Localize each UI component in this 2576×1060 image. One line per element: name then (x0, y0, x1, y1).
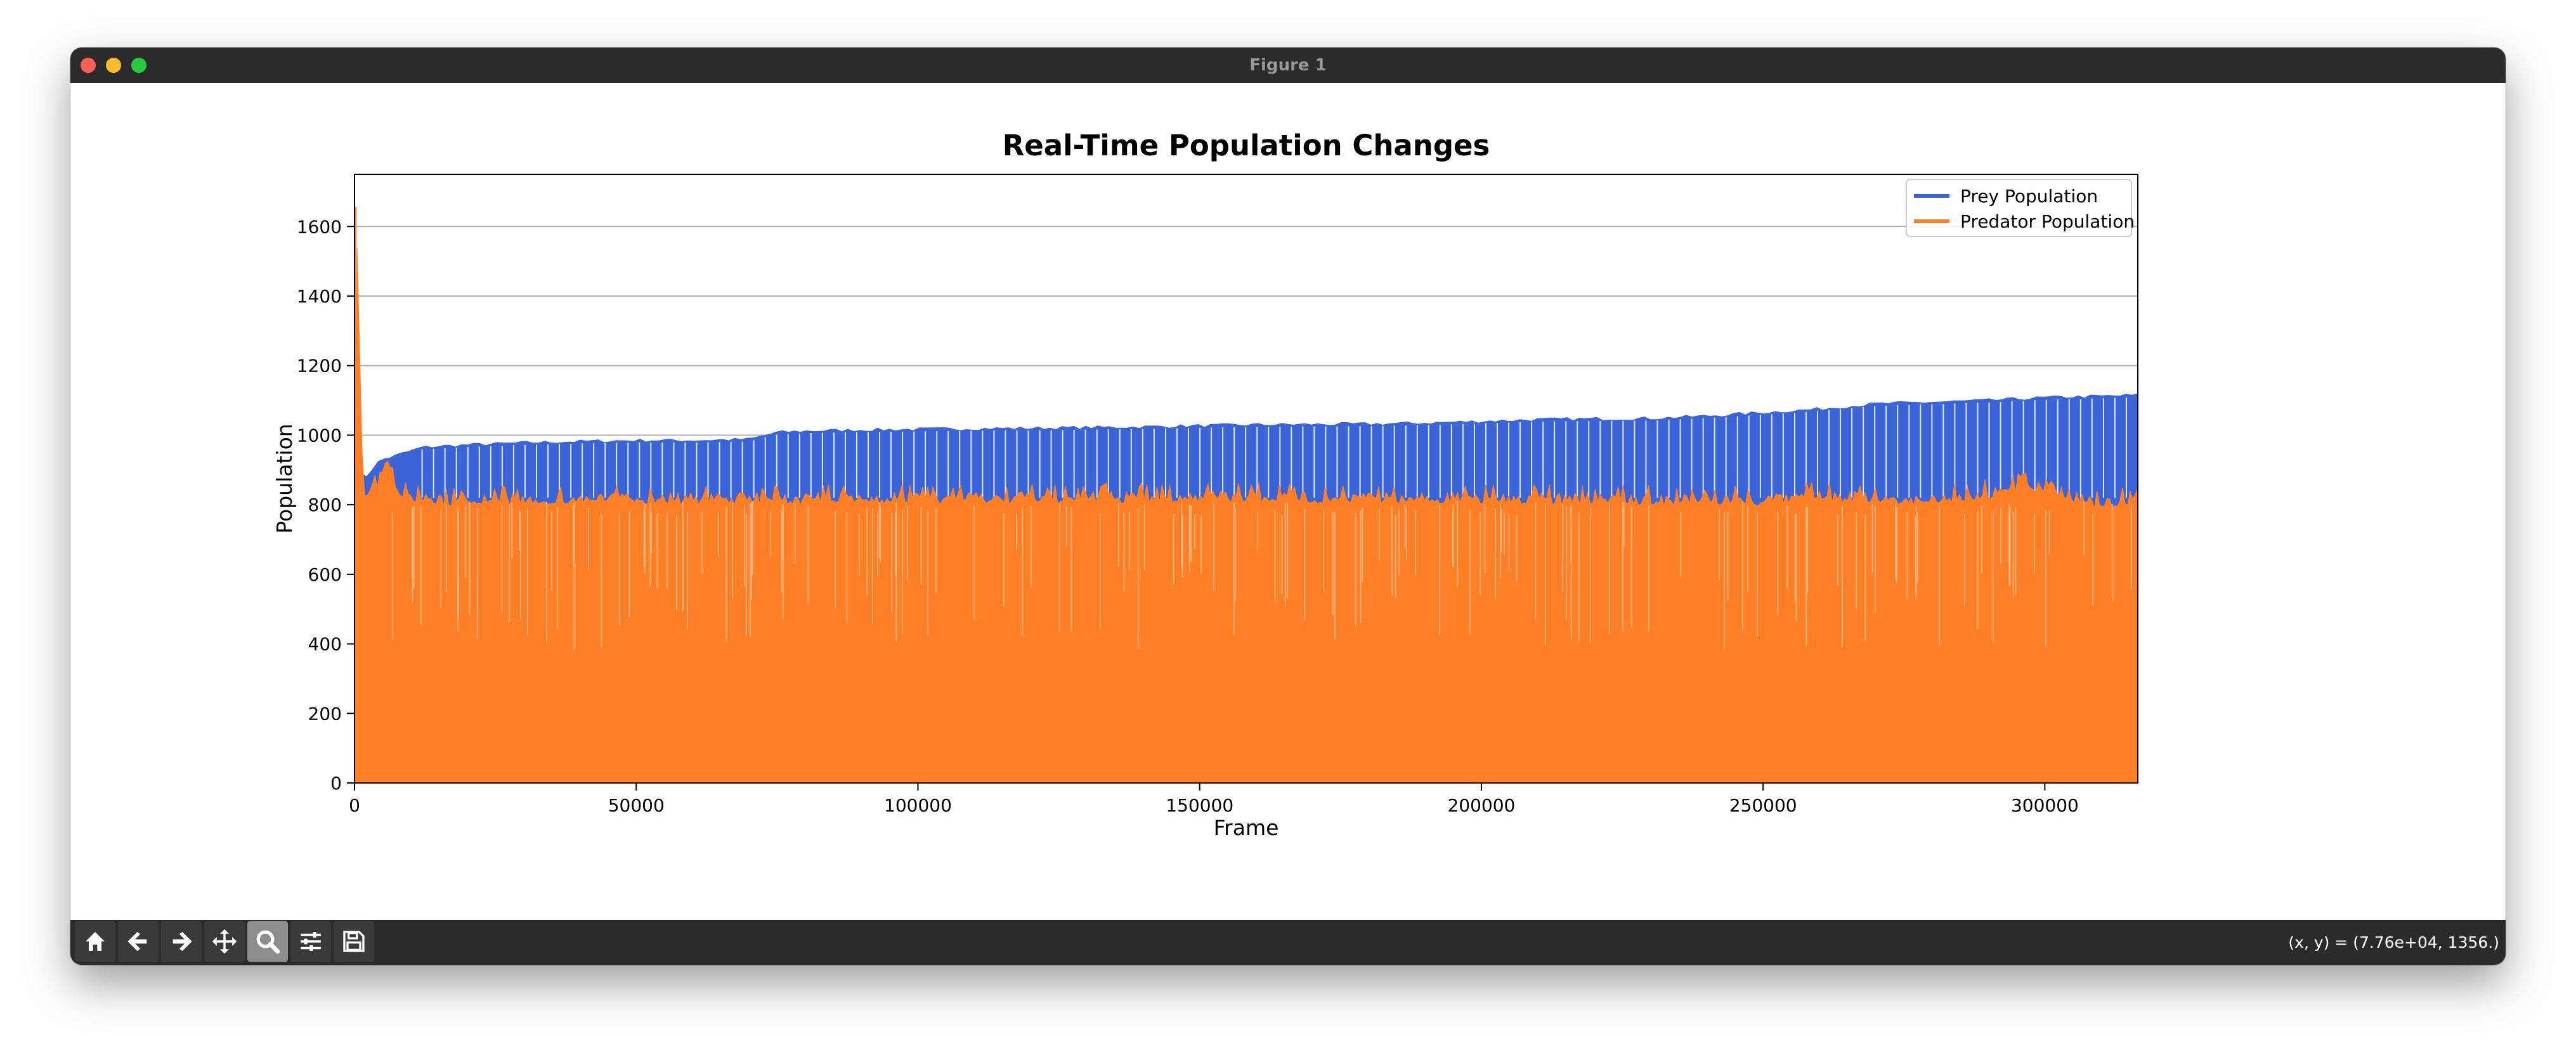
move-icon (212, 929, 237, 954)
y-axis-label: Population (272, 423, 297, 533)
y-tick-label: 1000 (297, 425, 342, 446)
y-tick-label: 1600 (297, 216, 342, 237)
magnifier-icon (256, 930, 280, 954)
series-areas (354, 207, 2138, 784)
arrow-right-icon (172, 932, 192, 951)
figure-window: Figure 1 0 50000 100000 150000 200000 250000 3… (70, 48, 2506, 965)
legend-label-prey: Prey Population (1960, 186, 2098, 207)
y-tick-label: 200 (308, 703, 342, 724)
x-tick-label: 300000 (2011, 795, 2079, 816)
figure-canvas[interactable]: 0 50000 100000 150000 200000 250000 300000 0 200… (70, 83, 2506, 920)
zoom-button[interactable] (247, 921, 288, 962)
x-tick-label: 100000 (884, 795, 952, 816)
sliders-icon (301, 932, 321, 951)
x-tick-label: 250000 (1729, 795, 1797, 816)
title-bar[interactable]: Figure 1 (70, 48, 2506, 84)
window-title: Figure 1 (1249, 56, 1327, 75)
y-tick-label: 800 (308, 494, 342, 515)
save-button[interactable] (334, 921, 374, 962)
x-tick-label: 50000 (608, 795, 665, 816)
back-button[interactable] (118, 921, 159, 962)
y-tick-label: 600 (308, 564, 342, 585)
y-tick-label: 400 (308, 634, 342, 655)
minimize-window-button[interactable] (106, 58, 121, 73)
home-button[interactable] (75, 921, 115, 962)
population-chart[interactable]: 0 50000 100000 150000 200000 250000 300000 0 200… (70, 83, 2506, 920)
legend[interactable]: Prey Population Predator Population (1906, 179, 2135, 237)
navigation-toolbar: (x, y) = (7.76e+04, 1356.) (70, 920, 2506, 965)
maximize-window-button[interactable] (131, 58, 146, 73)
plot-frame (354, 174, 2138, 784)
predator-series-area (354, 207, 2138, 784)
pan-button[interactable] (204, 921, 245, 962)
forward-button[interactable] (161, 921, 202, 962)
arrow-left-icon (127, 932, 147, 951)
chart-title: Real-Time Population Changes (1003, 129, 1490, 162)
y-tick-label: 0 (330, 773, 342, 794)
legend-label-predator: Predator Population (1960, 211, 2135, 232)
configure-subplots-button[interactable] (290, 921, 331, 962)
axis-ticks: 0 50000 100000 150000 200000 250000 300000 0 200… (297, 216, 2079, 816)
cursor-coordinates: (x, y) = (7.76e+04, 1356.) (2288, 933, 2499, 952)
home-icon (86, 932, 105, 951)
x-tick-label: 200000 (1447, 795, 1515, 816)
x-tick-label: 150000 (1166, 795, 1233, 816)
y-tick-label: 1200 (297, 356, 342, 377)
legend-box (1906, 179, 2132, 237)
y-tick-label: 1400 (297, 286, 342, 307)
x-axis-label: Frame (1214, 815, 1279, 840)
floppy-disk-icon (343, 931, 365, 952)
x-tick-label: 0 (349, 795, 360, 816)
close-window-button[interactable] (81, 58, 96, 73)
